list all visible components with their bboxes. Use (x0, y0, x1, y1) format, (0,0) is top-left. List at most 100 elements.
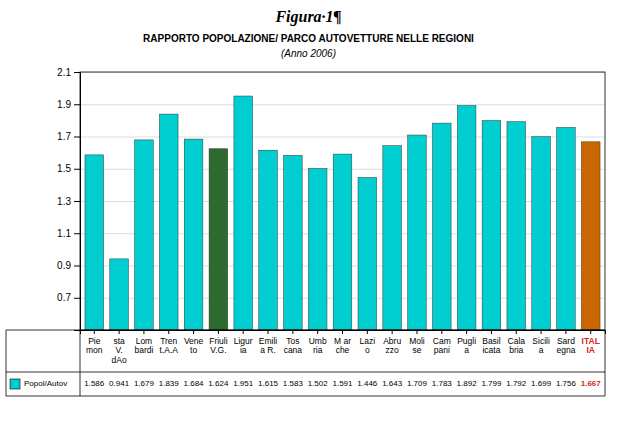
bar (408, 135, 427, 330)
x-tick-label: Molise (409, 336, 425, 356)
plot-frame (80, 72, 605, 330)
grid-line (80, 104, 605, 105)
bar (557, 127, 576, 330)
y-axis-line (74, 73, 81, 331)
x-tick-label-line: o (365, 345, 370, 355)
x-tick-mark (516, 330, 517, 334)
x-tick-label-line: a (539, 345, 544, 355)
y-tick-label: 2.1 (57, 67, 71, 78)
x-tick: FriuliV.G. (209, 330, 228, 355)
x-tick-label: FriuliV.G. (209, 336, 228, 356)
x-tick-label-line: IA (586, 345, 595, 355)
x-tick-label-line: Basil (482, 336, 501, 346)
y-tick: 1.5 (57, 163, 80, 174)
x-tick: Lombardi (134, 330, 153, 355)
x-tick-mark (367, 330, 368, 334)
data-labels: 1.5860.9411.6791.8391.6841.6241.9511.615… (84, 379, 601, 388)
x-tick-label-line: Lazi (360, 336, 376, 346)
table-line (6, 372, 605, 373)
table-line (6, 330, 7, 396)
x-tick-mark (392, 330, 393, 334)
bar (581, 142, 600, 330)
grid-tick (80, 104, 605, 105)
x-tick-label: Abruzzo (383, 336, 401, 356)
bar (284, 155, 303, 330)
x-tick-label-line: Cam (433, 336, 451, 346)
x-tick-mark (441, 330, 442, 334)
x-tick-label-line: Lom (136, 336, 153, 346)
x-tick-label-line: icata (482, 345, 500, 355)
data-label: 1.892 (457, 379, 478, 388)
table-line (605, 330, 606, 396)
data-label: 1.591 (332, 379, 353, 388)
x-tick-label: M arche (334, 336, 351, 356)
x-tick: M arche (334, 330, 351, 355)
x-tick-label-line: Tos (286, 336, 299, 346)
y-tick-mark (74, 298, 80, 299)
x-tick-label: Piemon (86, 336, 103, 356)
x-tick-mark (590, 330, 591, 334)
data-label: 1.643 (382, 379, 403, 388)
y-tick-mark (74, 72, 80, 73)
x-tick-label: Calabria (508, 336, 526, 356)
bar (110, 259, 129, 330)
bar (457, 106, 476, 330)
bar (259, 150, 278, 330)
data-label: 1.667 (581, 379, 602, 388)
x-tick-label-line: Vene (184, 336, 204, 346)
x-tick-label-line: t.A.A (160, 345, 179, 355)
x-tick-label: Sicilia (532, 336, 550, 356)
bar (532, 137, 551, 330)
x-tick-mark (268, 330, 269, 334)
x-tick: Piemon (86, 330, 103, 355)
data-label: 0.941 (109, 379, 130, 388)
x-tick-mark (292, 330, 293, 334)
x-tick-label-line: a (464, 345, 469, 355)
bar (234, 96, 253, 330)
x-tick-label: Lazio (360, 336, 376, 356)
y-tick-mark (74, 137, 80, 138)
data-label: 1.624 (208, 379, 229, 388)
legend-label: Popol/Autov (24, 379, 67, 388)
data-label: 1.679 (134, 379, 155, 388)
bar (432, 123, 451, 330)
y-tick-mark (74, 233, 80, 234)
y-tick: 1.9 (57, 99, 80, 110)
x-tick-label-line: sta (113, 336, 125, 346)
x-tick-label-line: che (336, 345, 350, 355)
x-tick-label-line: M ar (334, 336, 351, 346)
y-tick: 2.1 (57, 67, 80, 78)
x-tick-label-line: a R. (260, 345, 276, 355)
x-tick: Calabria (508, 330, 526, 355)
x-tick-label: Umbria (309, 336, 327, 356)
x-tick-label-line: Pie (88, 336, 101, 346)
x-tick: Veneto (184, 330, 204, 355)
bar (135, 140, 154, 330)
y-tick: 0.7 (57, 292, 80, 303)
x-tick: Trent.A.A (160, 330, 179, 355)
x-tick: Emilia R. (259, 330, 278, 355)
bar (358, 177, 377, 330)
x-tick-label-line: to (190, 345, 197, 355)
y-tick-label: 1.7 (57, 131, 71, 142)
x-tick-mark (94, 330, 95, 334)
x-tick-label: Liguria (234, 336, 253, 356)
x-tick: ITALIA (582, 330, 600, 355)
x-tick-label-line: cana (284, 345, 303, 355)
data-label: 1.586 (84, 379, 105, 388)
data-label: 1.502 (308, 379, 329, 388)
x-tick-label-line: ITAL (582, 336, 600, 346)
data-label: 1.756 (556, 379, 577, 388)
y-tick-mark (74, 169, 80, 170)
data-label: 1.951 (233, 379, 254, 388)
bars (85, 96, 600, 330)
table-line (80, 330, 81, 396)
x-tick: Liguria (234, 330, 253, 355)
title: Figura·1¶ (274, 8, 341, 26)
subtitle: RAPPORTO POPOLAZIONE/ PARCO AUTOVETTURE … (143, 33, 474, 44)
x-tick-label: Emilia R. (259, 336, 278, 356)
data-label: 1.615 (258, 379, 279, 388)
x-tick-label-line: Emili (259, 336, 278, 346)
x-tick-mark (193, 330, 194, 334)
x-tick-label-line: ia (240, 345, 247, 355)
